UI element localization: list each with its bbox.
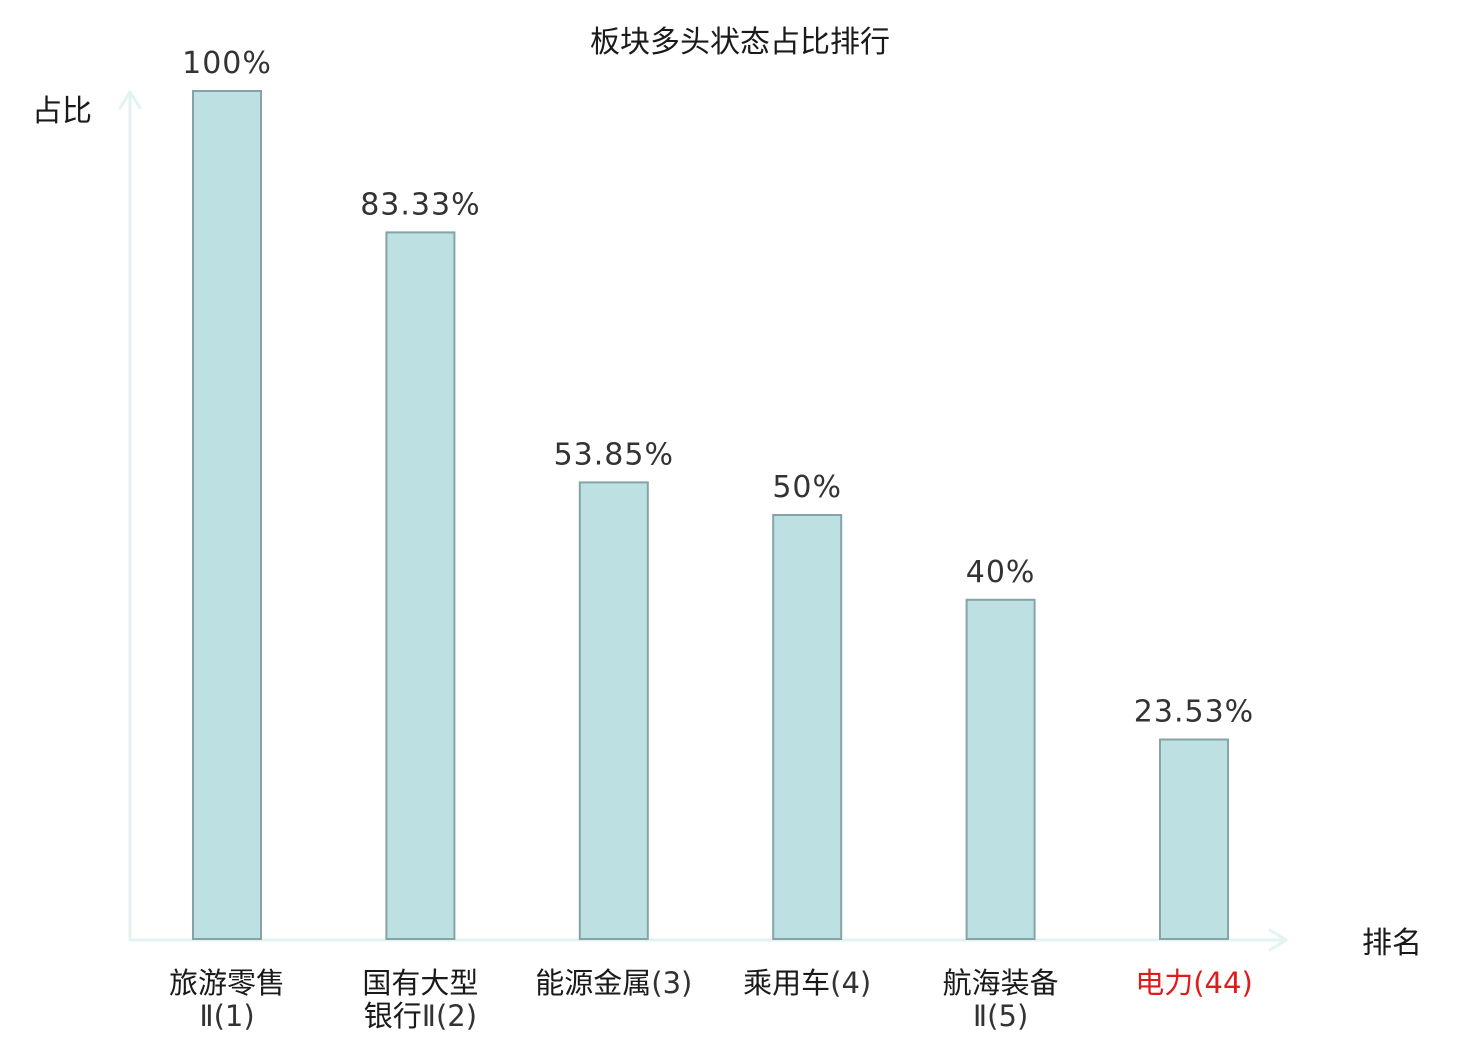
category-label-line: Ⅱ(1) xyxy=(199,999,254,1033)
value-label-3: 53.85% xyxy=(554,437,674,472)
y-axis-arrow-icon xyxy=(118,90,142,110)
chart-title: 板块多头状态占比排行 xyxy=(590,25,890,60)
category-suffix: (3) xyxy=(651,966,692,1000)
category-suffix: (44) xyxy=(1193,966,1253,1000)
category-suffix: Ⅱ(2) xyxy=(422,999,477,1033)
bar-1 xyxy=(192,90,262,940)
category-label-1: 旅游零售 Ⅱ(1) xyxy=(169,966,285,1033)
value-label-6: 23.53% xyxy=(1134,695,1254,730)
category-label-line: 国有大型 xyxy=(362,966,478,1000)
category-name: 能源金属 xyxy=(535,966,651,1000)
value-label-2: 83.33% xyxy=(360,187,480,222)
category-suffix: Ⅱ(5) xyxy=(973,999,1028,1033)
category-label-line: 电力(44) xyxy=(1135,966,1253,1000)
category-label-5: 航海装备 Ⅱ(5) xyxy=(943,966,1059,1033)
category-label-6: 电力(44) xyxy=(1135,966,1253,1000)
category-name: 银行 xyxy=(364,999,422,1033)
category-label-line: Ⅱ(5) xyxy=(973,999,1028,1033)
axes xyxy=(118,90,1288,952)
bar-5 xyxy=(965,598,1036,940)
category-label-3: 能源金属(3) xyxy=(535,966,692,1000)
category-label-line: 银行Ⅱ(2) xyxy=(364,999,477,1033)
x-axis-arrow-icon xyxy=(1268,928,1288,952)
category-name: 航海装备 xyxy=(943,966,1059,1000)
category-label-line: 能源金属(3) xyxy=(535,966,692,1000)
value-label-1: 100% xyxy=(182,46,272,81)
category-name: 乘用车 xyxy=(743,966,830,1000)
y-axis-label: 占比 xyxy=(32,94,92,129)
bar-2 xyxy=(385,231,456,940)
category-label-4: 乘用车(4) xyxy=(743,966,871,1000)
category-name: 旅游零售 xyxy=(169,966,285,1000)
bars xyxy=(192,90,1229,940)
category-suffix: Ⅱ(1) xyxy=(199,999,254,1033)
value-labels: 100% 83.33% 53.85% 50% 40% 23.53% xyxy=(182,46,1254,730)
category-label-line: 旅游零售 xyxy=(169,966,285,1000)
category-label-line: 乘用车(4) xyxy=(743,966,871,1000)
bar-3 xyxy=(578,481,649,940)
value-label-5: 40% xyxy=(966,555,1036,590)
bar-4 xyxy=(772,514,843,940)
category-label-line: 航海装备 xyxy=(943,966,1059,1000)
category-labels: 旅游零售 Ⅱ(1) 国有大型银行Ⅱ(2) 能源金属(3) 乘用车(4) 航海装备 Ⅱ(5) 电… xyxy=(169,966,1253,1033)
category-label-2: 国有大型银行Ⅱ(2) xyxy=(362,966,478,1033)
category-name: 电力 xyxy=(1135,966,1193,1000)
value-label-4: 50% xyxy=(772,470,842,505)
category-suffix: (4) xyxy=(830,966,871,1000)
x-axis-label: 排名 xyxy=(1362,926,1422,961)
bar-6 xyxy=(1159,738,1229,940)
category-name: 国有大型 xyxy=(362,966,478,1000)
